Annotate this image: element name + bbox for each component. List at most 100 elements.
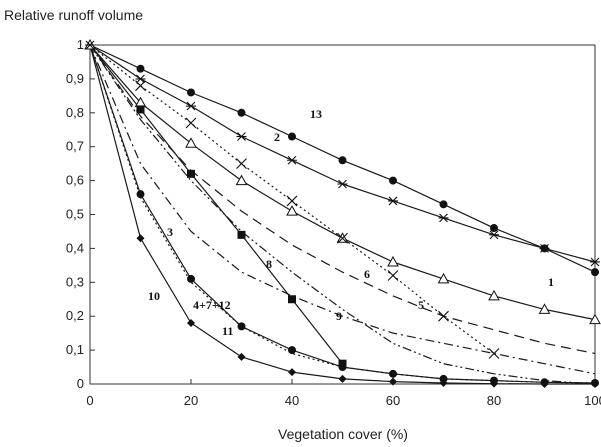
x-axis-title: Vegetation cover (%) [278,426,408,442]
series-1-marker [185,137,197,148]
curves [89,44,596,385]
series-4-7-12-marker [338,363,347,372]
series-13-marker [187,88,195,97]
series-13-marker [439,200,448,209]
series-1-marker [437,272,450,284]
series-10-marker [187,318,195,327]
x-tick-label: 100 [584,393,601,408]
series-10-marker [136,234,145,243]
series-8-marker [237,230,246,239]
series-4-7-12-marker [187,274,195,283]
y-tick-label: 0,7 [66,139,84,154]
series-1-marker [589,313,601,325]
axis-ticks: 00,10,20,30,40,50,60,70,80,910 20 40 60 80 10… [66,37,601,408]
series-6-line [89,44,596,355]
series-label-11: 11 [222,324,233,338]
series-label-8: 8 [266,257,272,271]
series-13-marker [490,224,498,233]
series-label-13: 13 [310,107,322,121]
series-2-marker [388,196,398,206]
series-5-marker [488,348,500,359]
y-tick-label: 0,4 [66,240,84,255]
series-4-7-12-marker [288,346,296,355]
curve-labels: 13 2 1 5 6 9 3 8 4+7+12 11 10 [148,107,554,338]
series-5-marker [135,80,146,92]
series-2-marker [236,132,247,141]
y-tick-label: 0,2 [66,308,84,323]
series-label-4-7-12: 4+7+12 [193,298,231,312]
y-tick-label: 1 [77,37,84,52]
series-label-3: 3 [167,225,173,239]
series-label-5: 5 [418,298,424,312]
series-2-marker [135,74,146,84]
series-label-9: 9 [336,309,342,323]
origin-marker [85,40,95,50]
series-13-marker [136,64,145,73]
x-tick-label: 40 [285,393,299,408]
series-4-7-12-marker [389,369,397,378]
series-8-marker [288,295,296,304]
series-5-marker [387,270,399,281]
y-tick-label: 0,1 [66,342,84,357]
series-10-marker [591,380,599,388]
series-13-marker [288,132,296,141]
series-label-10: 10 [148,289,160,303]
series-2-marker [539,244,550,253]
series-2-marker [337,179,348,189]
series-1-marker [387,255,399,267]
series-label-2: 2 [274,130,280,144]
series-1-marker [488,289,500,301]
series-4-7-12-marker [237,322,246,331]
y-tick-label: 0,9 [66,71,84,86]
markers [84,38,601,388]
y-axis-title: Relative runoff volume [4,7,143,23]
series-5-marker [438,310,449,322]
y-tick-label: 0,8 [66,105,84,120]
series-1-marker [235,174,248,186]
series-4-7-12-marker [439,374,448,383]
y-tick-label: 0 [77,376,84,391]
series-11-line [89,44,596,384]
series-9-line [89,44,596,385]
series-10-line [89,44,595,385]
series-10-marker [389,377,397,386]
series-5-marker [337,232,348,244]
x-tick-label: 80 [487,393,501,408]
series-5-marker [185,117,197,129]
series-2-marker [590,257,600,267]
series-4-7-12-line [89,44,596,384]
series-8-line [89,44,343,365]
series-10-marker [288,368,296,377]
series-2-marker [287,155,297,165]
series-1-marker [286,205,298,216]
series-5-marker [236,158,247,170]
series-10-marker [540,380,549,388]
series-2-marker [438,213,449,223]
x-tick-label: 60 [386,393,400,408]
y-tick-label: 0,3 [66,274,84,289]
x-tick-label: 20 [184,393,198,408]
series-13-marker [338,156,347,165]
series-8-marker [187,169,195,178]
series-1-marker [538,303,551,314]
series-13-marker [591,268,599,277]
series-label-6: 6 [364,267,370,281]
series-13-marker [389,176,397,185]
plot-frame [89,44,596,385]
series-10-marker [338,374,347,383]
x-tick-label: 0 [86,393,93,408]
series-2-line [89,44,596,263]
series-10-marker [237,352,246,361]
series-10-marker [439,378,448,387]
series-13-marker [237,108,246,117]
series-2-marker [186,101,196,111]
series-5-marker [286,195,298,207]
y-tick-label: 0,5 [66,207,84,222]
series-1-line [89,44,596,321]
series-2-marker [489,230,499,240]
series-10-marker [490,379,498,388]
y-tick-label: 0,6 [66,173,84,188]
series-8-marker [136,105,145,114]
series-label-1: 1 [548,275,554,289]
